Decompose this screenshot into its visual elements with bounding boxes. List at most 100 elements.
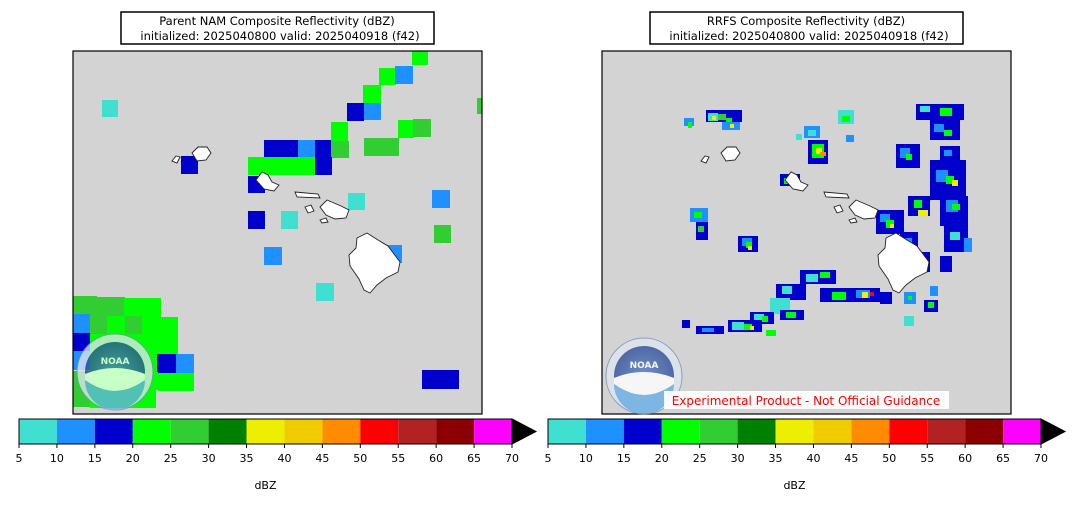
cell xyxy=(97,297,125,316)
cell xyxy=(862,292,868,298)
cell xyxy=(832,292,846,300)
colorbar-rrfs-bin-25-30 xyxy=(699,419,738,444)
colorbar-rrfs-tick-label: 30 xyxy=(731,452,745,465)
cell xyxy=(434,225,451,243)
cell xyxy=(934,124,944,132)
colorbar-nam-tick-label: 65 xyxy=(467,452,481,465)
colorbar-rrfs-label: dBZ xyxy=(783,479,806,492)
island-kahoolawe xyxy=(848,217,858,224)
colorbar-rrfs-bin-30-35 xyxy=(737,419,776,444)
colorbar-nam-tick-label: 35 xyxy=(240,452,254,465)
map-frame-rrfs xyxy=(601,50,1012,415)
cell xyxy=(730,124,734,128)
cell xyxy=(315,157,332,175)
cell xyxy=(142,317,178,337)
colorbar-rrfs-outline xyxy=(547,418,1042,445)
island-kauai xyxy=(720,146,741,162)
cell xyxy=(157,354,177,373)
island-molokai xyxy=(823,191,850,199)
colorbar-rrfs-bin-55-60 xyxy=(927,419,966,444)
cell xyxy=(732,322,744,330)
island-hawaii xyxy=(877,232,930,294)
colorbar-rrfs-bin-45-50 xyxy=(851,419,890,444)
cell xyxy=(906,154,912,160)
cell xyxy=(682,320,690,328)
colorbar-nam-bin-45-50 xyxy=(322,419,361,444)
cell xyxy=(750,326,754,330)
cell xyxy=(315,140,331,158)
colorbar-nam-label: dBZ xyxy=(254,479,277,492)
colorbar-rrfs-tick-label: 60 xyxy=(958,452,972,465)
noaa-logo-rrfs: NOAA xyxy=(605,337,683,415)
cell xyxy=(950,232,960,240)
colorbar-nam-bin-50-55 xyxy=(360,419,399,444)
colorbar-nam-tick-label: 55 xyxy=(391,452,405,465)
colorbar-rrfs-tick-label: 50 xyxy=(882,452,896,465)
cell xyxy=(125,316,142,335)
cell xyxy=(176,354,194,373)
cell xyxy=(124,298,161,317)
cell xyxy=(181,156,198,174)
cell xyxy=(940,256,952,272)
colorbar-nam-tick-label: 5 xyxy=(16,452,23,465)
island-hawaii xyxy=(348,232,401,294)
cell xyxy=(348,193,365,210)
colorbar-nam-tick-label: 70 xyxy=(505,452,519,465)
cell xyxy=(102,100,118,117)
colorbar-rrfs-bin-5-10 xyxy=(548,419,586,444)
colorbar-rrfs-extend-arrow xyxy=(1040,418,1067,445)
cell xyxy=(73,314,90,334)
island-lanai xyxy=(304,204,315,214)
cell xyxy=(73,333,90,351)
cell xyxy=(364,138,399,156)
colorbar-nam-bin-30-35 xyxy=(208,419,247,444)
cell xyxy=(363,85,381,103)
noaa-logo-text: NOAA xyxy=(630,361,659,371)
island-kauai xyxy=(191,146,212,162)
colorbar-rrfs-bin-50-55 xyxy=(889,419,928,444)
colorbar-rrfs-tick-label: 40 xyxy=(806,452,820,465)
cell xyxy=(264,247,282,265)
cell xyxy=(820,152,826,156)
cell xyxy=(422,370,459,389)
colorbar-rrfs-tick-label: 15 xyxy=(617,452,631,465)
cell xyxy=(281,211,298,229)
cell xyxy=(316,283,334,301)
cell xyxy=(952,204,960,210)
cell xyxy=(914,200,922,208)
title-box-rrfs xyxy=(649,11,964,45)
island-maui xyxy=(319,199,350,220)
cell xyxy=(73,296,97,314)
cell xyxy=(264,140,298,158)
disclaimer-text: Experimental Product - Not Official Guid… xyxy=(672,394,940,408)
colorbar-nam-tick-label: 40 xyxy=(277,452,291,465)
title-line2-nam: initialized: 2025040800 valid: 202504091… xyxy=(140,29,419,43)
noaa-logo-nam: NOAA xyxy=(76,333,154,411)
colorbar-rrfs-bin-35-40 xyxy=(775,419,814,444)
cell xyxy=(248,211,265,229)
cell xyxy=(379,68,396,85)
cell xyxy=(870,292,874,296)
cell xyxy=(944,130,952,136)
colorbar-nam-tick-label: 60 xyxy=(429,452,443,465)
cell xyxy=(766,330,776,336)
coastlines-nam xyxy=(171,146,401,294)
cell xyxy=(940,108,952,116)
colorbar-nam-bin-10-15 xyxy=(56,419,95,444)
disclaimer-box xyxy=(664,391,949,409)
cell xyxy=(930,286,938,296)
colorbar-nam-tick-label: 20 xyxy=(126,452,140,465)
reflectivity-rrfs xyxy=(682,104,972,336)
colorbar-nam-extend-arrow xyxy=(511,418,538,445)
cell xyxy=(918,210,928,216)
cell xyxy=(842,116,850,122)
cell xyxy=(964,238,972,252)
colorbar-rrfs-tick-label: 55 xyxy=(920,452,934,465)
panel-nam: Parent NAM Composite Reflectivity (dBZ) … xyxy=(72,11,483,415)
cell xyxy=(944,150,952,156)
colorbar-rrfs-bin-20-25 xyxy=(661,419,700,444)
cell xyxy=(936,170,948,182)
cell xyxy=(712,116,716,120)
cell xyxy=(331,141,349,158)
cell xyxy=(952,180,958,186)
